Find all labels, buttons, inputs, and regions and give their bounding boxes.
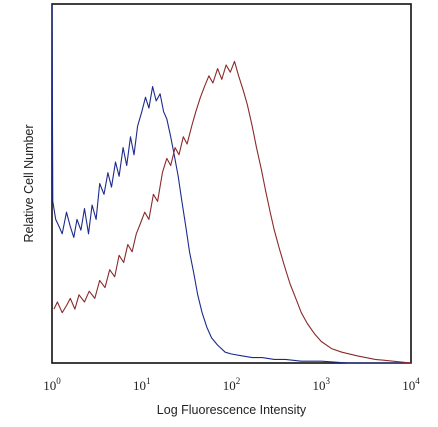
histogram-series-1 [51,3,411,364]
series-layer [51,3,412,364]
y-axis-title: Relative Cell Number [22,124,36,242]
x-axis: 100 101 102 103 104 [43,376,420,393]
x-tick-label: 103 [313,376,331,393]
x-tick-label: 100 [43,376,61,393]
x-tick-label: 101 [133,376,151,393]
histogram-series-2 [53,60,412,364]
x-tick-label: 104 [402,376,420,393]
x-tick-label: 102 [223,376,241,393]
x-axis-title: Log Fluorescence Intensity [157,403,307,417]
